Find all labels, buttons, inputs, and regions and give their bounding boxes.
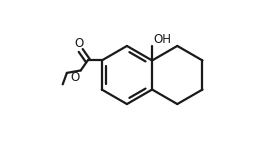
Text: O: O (70, 71, 80, 84)
Text: OH: OH (153, 33, 171, 46)
Text: O: O (74, 37, 84, 50)
